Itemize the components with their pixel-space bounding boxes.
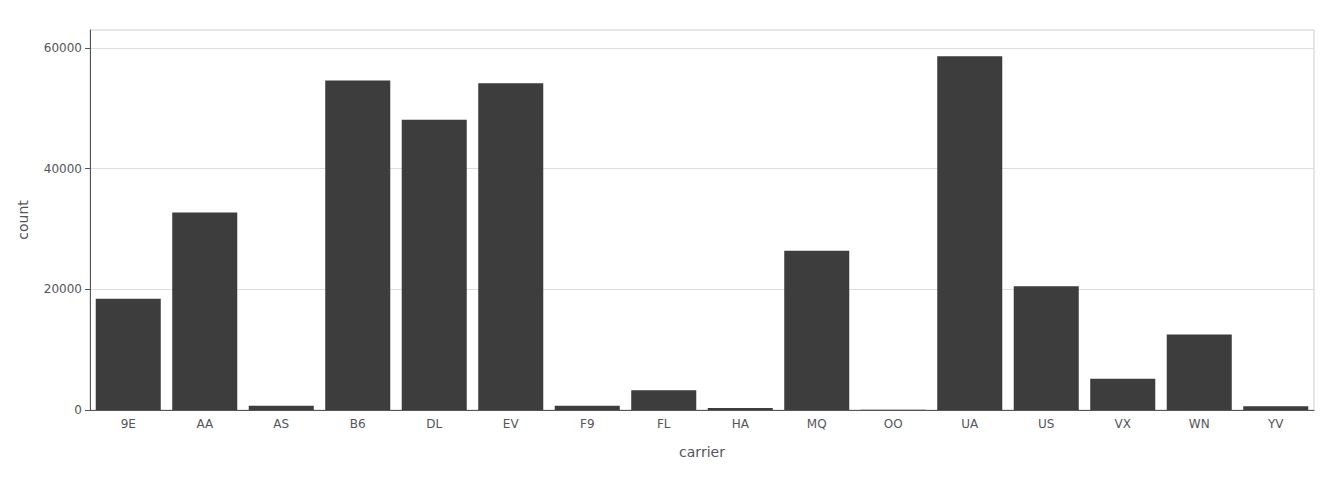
svg-text:40000: 40000 [44,162,82,176]
svg-text:B6: B6 [350,417,366,431]
svg-text:EV: EV [503,417,520,431]
svg-text:20000: 20000 [44,282,82,296]
svg-text:60000: 60000 [44,41,82,55]
svg-text:FL: FL [657,417,671,431]
svg-text:AA: AA [196,417,214,431]
svg-text:carrier: carrier [679,444,725,460]
svg-text:YV: YV [1267,417,1284,431]
svg-text:count: count [15,200,31,240]
svg-text:VX: VX [1115,417,1131,431]
svg-text:UA: UA [961,417,979,431]
svg-text:HA: HA [732,417,750,431]
svg-text:WN: WN [1189,417,1210,431]
svg-text:0: 0 [74,403,82,417]
svg-text:OO: OO [884,417,903,431]
svg-text:MQ: MQ [807,417,827,431]
svg-text:9E: 9E [121,417,136,431]
svg-text:F9: F9 [580,417,595,431]
svg-text:AS: AS [273,417,289,431]
svg-text:US: US [1038,417,1054,431]
svg-text:DL: DL [426,417,442,431]
